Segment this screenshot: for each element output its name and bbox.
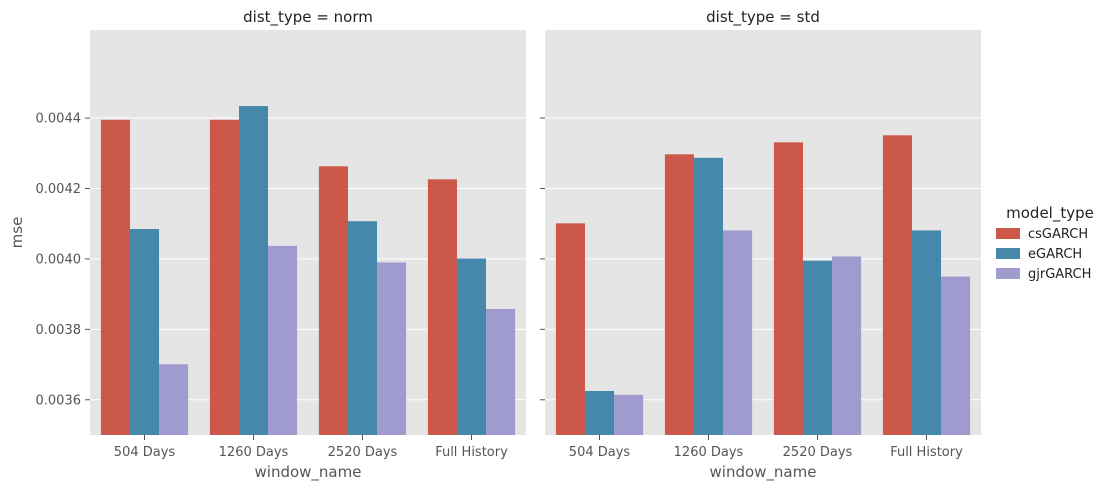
x-tick-label: Full History	[435, 445, 508, 460]
bar-gjrgarch-2520-days	[377, 262, 407, 435]
bar-csgarch-504-days	[555, 223, 585, 435]
bar-gjrgarch-1260-days	[268, 245, 298, 435]
bar-csgarch-504-days	[100, 119, 130, 435]
bar-csgarch-full-history	[427, 179, 457, 435]
bar-csgarch-1260-days	[664, 154, 694, 436]
bar-gjrgarch-full-history	[941, 276, 971, 435]
x-tick-label: 1260 Days	[674, 445, 744, 460]
bar-gjrgarch-2520-days	[832, 256, 862, 435]
y-tick-label: 0.0038	[36, 323, 82, 338]
y-tick-label: 0.0036	[36, 393, 82, 408]
bar-csgarch-2520-days	[318, 166, 348, 435]
x-tick-label: Full History	[890, 445, 963, 460]
y-tick-label: 0.0044	[36, 112, 82, 127]
legend-label-csgarch: csGARCH	[1028, 227, 1088, 242]
x-tick-label: 2520 Days	[783, 445, 853, 460]
bar-egarch-504-days	[129, 228, 160, 435]
legend-swatch-csgarch	[996, 228, 1020, 239]
legend-title: model_type	[1006, 204, 1094, 223]
bar-gjrgarch-full-history	[486, 308, 516, 435]
y-tick-label: 0.0040	[36, 252, 82, 267]
bar-egarch-2520-days	[802, 260, 833, 435]
panel-title: dist_type = norm	[243, 8, 373, 27]
x-tick-label: 504 Days	[569, 445, 631, 460]
legend-swatch-egarch	[996, 248, 1020, 259]
x-tick-label: 1260 Days	[219, 445, 289, 460]
bar-egarch-1260-days	[238, 106, 269, 435]
x-axis-label: window_name	[710, 463, 817, 482]
x-tick-label: 504 Days	[114, 445, 176, 460]
bar-gjrgarch-504-days	[614, 394, 644, 435]
x-axis-label: window_name	[255, 463, 362, 482]
bar-gjrgarch-1260-days	[723, 230, 753, 435]
bar-egarch-504-days	[584, 390, 615, 435]
y-tick-label: 0.0042	[36, 182, 82, 197]
bar-egarch-full-history	[456, 258, 487, 435]
bar-egarch-2520-days	[347, 221, 378, 435]
bar-csgarch-2520-days	[773, 142, 803, 435]
y-axis-label: mse	[8, 217, 26, 249]
facet-panel-2: 504 Days 1260 Days 2520 Days Full History di…	[540, 8, 981, 482]
bar-egarch-full-history	[911, 230, 942, 435]
bar-gjrgarch-504-days	[159, 364, 189, 435]
legend-swatch-gjrgarch	[996, 268, 1020, 279]
panel-title: dist_type = std	[706, 8, 820, 27]
facet-panel-1: 0.0036 0.0038 0.0040 0.0042 0.0044 504 Days 12…	[36, 8, 526, 482]
legend: model_type csGARCH eGARCH gjrGARCH	[996, 204, 1094, 282]
bar-egarch-1260-days	[693, 157, 724, 436]
x-tick-label: 2520 Days	[328, 445, 398, 460]
legend-label-gjrgarch: gjrGARCH	[1028, 267, 1091, 282]
chart-panels: 0.0036 0.0038 0.0040 0.0042 0.0044 504 Days 12…	[36, 8, 981, 482]
bar-csgarch-1260-days	[209, 119, 239, 435]
bar-csgarch-full-history	[882, 135, 912, 436]
legend-label-egarch: eGARCH	[1028, 247, 1082, 262]
